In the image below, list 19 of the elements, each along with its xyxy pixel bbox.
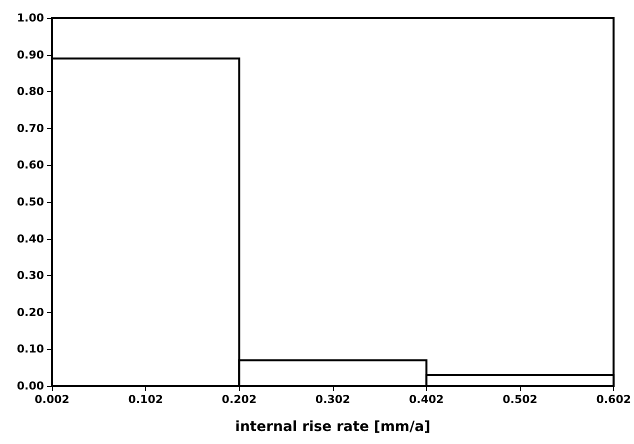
x-tick-label: 0.302 — [315, 393, 350, 406]
x-tick-label: 0.402 — [409, 393, 444, 406]
y-tick-label: 0.70 — [16, 122, 44, 135]
y-tick-label: 0.60 — [16, 158, 44, 172]
y-tick-label: 1.00 — [16, 12, 44, 24]
x-tick-label: 0.002 — [34, 393, 70, 406]
y-tick-label: 0.10 — [16, 342, 44, 356]
y-tick-label: 0.40 — [16, 232, 44, 246]
y-tick-label: 0.00 — [16, 380, 44, 392]
y-tick-label: 0.50 — [16, 196, 44, 208]
x-tick-label: 0.202 — [222, 393, 257, 406]
x-tick-label: 0.102 — [128, 393, 163, 406]
x-tick-label: 0.602 — [596, 393, 631, 406]
x-axis-title: internal rise rate [mm/a] — [235, 419, 430, 435]
y-tick-label: 0.90 — [16, 48, 44, 62]
y-tick-label: 0.80 — [16, 85, 44, 98]
x-tick-label: 0.502 — [502, 393, 538, 406]
y-tick-label: 0.20 — [16, 306, 44, 319]
y-tick-label: 0.30 — [16, 269, 44, 282]
